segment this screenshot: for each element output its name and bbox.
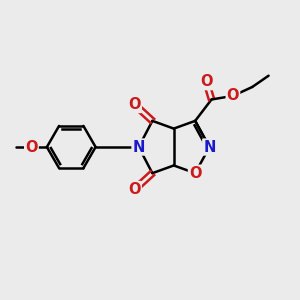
Text: O: O: [189, 166, 201, 181]
Text: O: O: [128, 97, 141, 112]
Text: N: N: [203, 140, 216, 154]
Text: N: N: [133, 140, 145, 154]
Text: O: O: [200, 74, 212, 89]
Text: O: O: [25, 140, 38, 154]
Text: O: O: [227, 88, 239, 104]
Text: O: O: [128, 182, 141, 197]
